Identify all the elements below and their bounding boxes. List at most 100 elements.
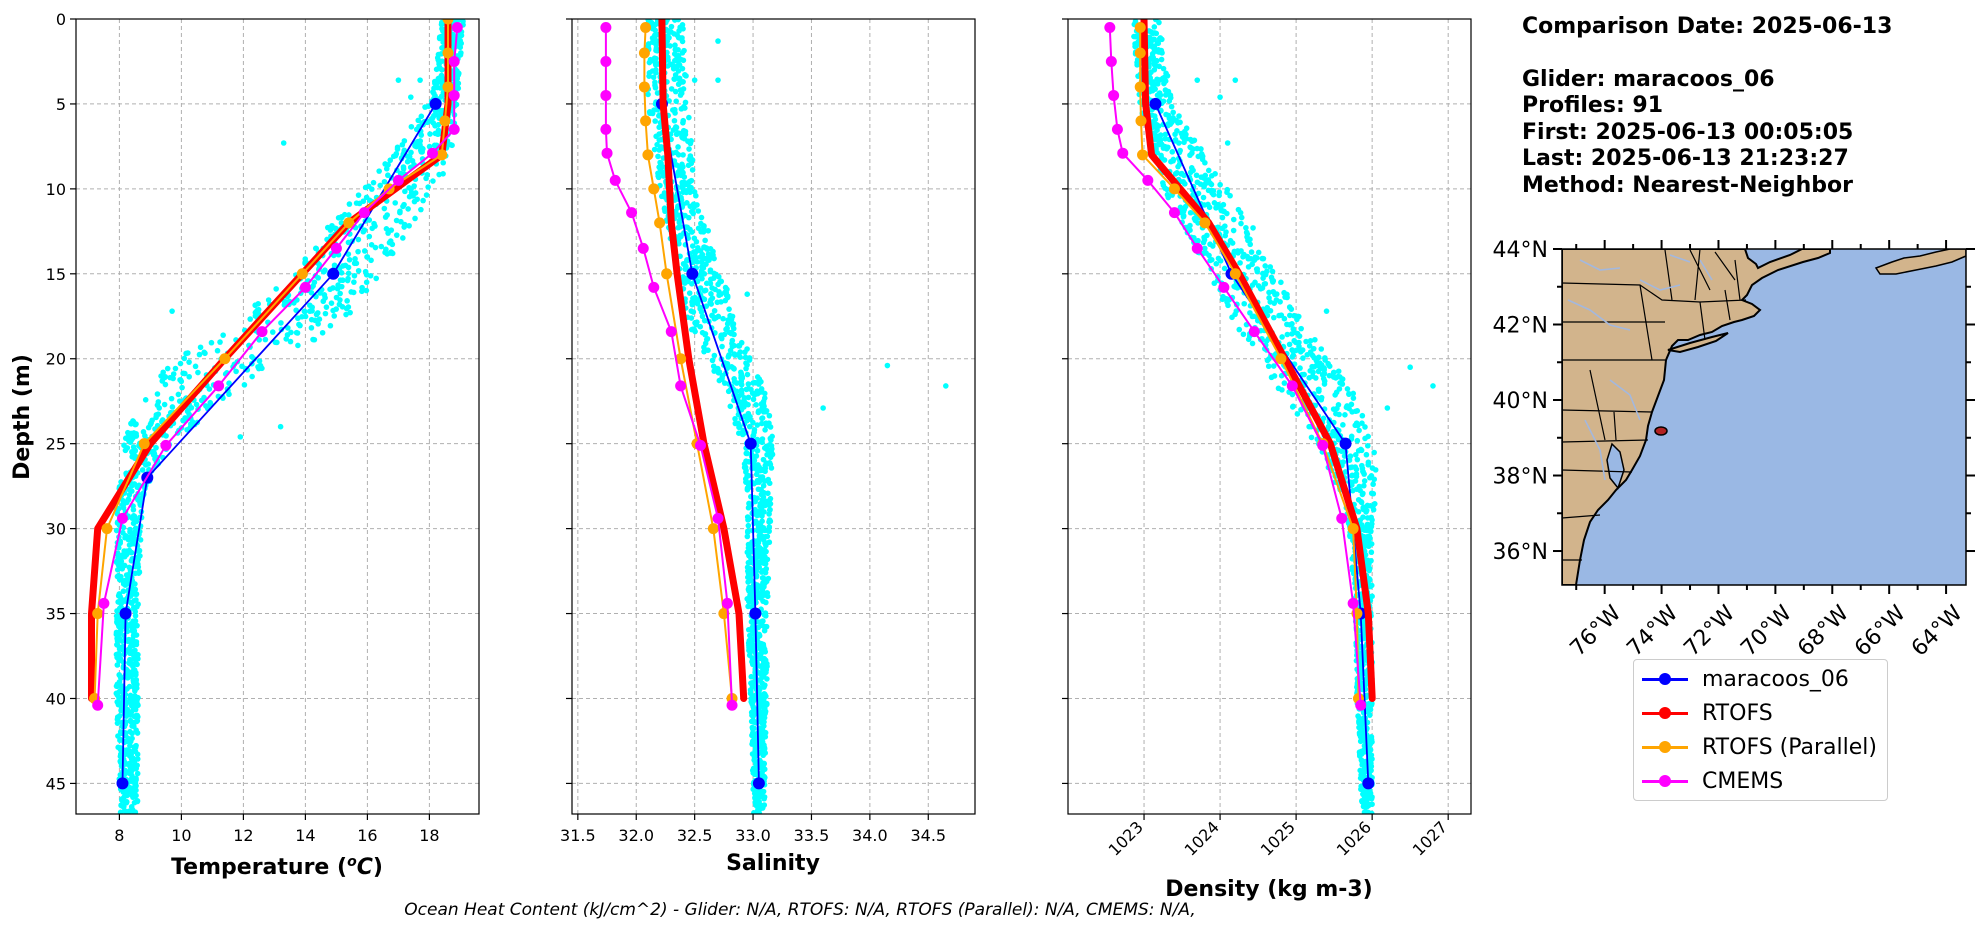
scatter-point: [456, 19, 462, 23]
comparison-date: Comparison Date: 2025-06-13: [1522, 14, 1893, 39]
scatter-point: [731, 366, 737, 372]
scatter-point: [752, 738, 758, 745]
scatter-point: [130, 507, 137, 513]
scatter-point: [114, 690, 121, 696]
scatter-point: [383, 165, 390, 172]
density-grid: [1068, 19, 1471, 814]
scatter-point: [457, 52, 464, 58]
scatter-point: [1165, 120, 1172, 127]
scatter-point: [1290, 352, 1297, 359]
scatter-point: [766, 441, 773, 448]
scatter-point: [1332, 392, 1338, 398]
scatter-point: [1154, 92, 1161, 98]
scatter-point: [732, 415, 738, 422]
scatter-point: [361, 248, 368, 254]
scatter-point: [709, 357, 716, 364]
y-tick-label: 10: [46, 180, 66, 199]
series-marker: [1229, 268, 1241, 280]
scatter-point: [671, 31, 678, 37]
scatter-point: [1233, 308, 1240, 314]
scatter-point: [731, 331, 737, 338]
scatter-point: [745, 528, 751, 534]
scatter-point: [1356, 730, 1363, 736]
scatter-point: [1359, 420, 1365, 426]
scatter-point: [1336, 386, 1343, 392]
scatter-point: [168, 395, 175, 402]
scatter-point: [744, 291, 751, 297]
scatter-point: [1224, 140, 1231, 146]
x-tick-label: 1027: [1409, 817, 1451, 859]
scatter-point: [743, 386, 750, 393]
scatter-point: [1294, 411, 1301, 417]
scatter-point: [761, 611, 768, 618]
scatter-point: [352, 256, 358, 262]
scatter-point: [758, 401, 765, 407]
series-marker: [648, 281, 660, 293]
scatter-point: [762, 427, 768, 433]
scatter-point: [1279, 334, 1285, 340]
long-island: [1667, 332, 1729, 354]
scatter-point: [125, 575, 132, 581]
scatter-point: [1366, 565, 1373, 572]
scatter-point: [702, 237, 708, 244]
scatter-point: [311, 279, 318, 286]
scatter-point: [1284, 331, 1291, 338]
scatter-point: [1312, 336, 1318, 343]
scatter-point: [1154, 76, 1160, 83]
scatter-point: [753, 547, 759, 554]
last-time: Last: 2025-06-13 21:23:27: [1522, 146, 1849, 171]
scatter-point: [750, 733, 757, 740]
scatter-point: [676, 219, 683, 226]
series-marker: [392, 174, 404, 186]
series-marker: [1108, 89, 1120, 101]
series-marker: [1347, 597, 1359, 609]
scatter-point: [1363, 509, 1369, 515]
scatter-point: [1191, 215, 1198, 222]
scatter-point: [743, 469, 749, 475]
scatter-point: [677, 224, 684, 230]
scatter-point: [115, 650, 122, 657]
x-tick-label: 1025: [1257, 817, 1299, 859]
scatter-point: [702, 340, 709, 347]
scatter-point: [308, 289, 315, 296]
scatter-point: [766, 528, 772, 535]
series-marker: [1135, 115, 1147, 127]
scatter-point: [117, 772, 124, 778]
scatter-point: [351, 279, 357, 285]
scatter-point: [362, 184, 369, 191]
series-marker: [752, 777, 765, 790]
scatter-point: [761, 672, 767, 678]
scatter-point: [1362, 435, 1368, 442]
scatter-point: [114, 641, 120, 648]
scatter-point: [345, 270, 352, 277]
density-scatter: [1131, 19, 1436, 814]
scatter-point: [692, 320, 698, 326]
salinity-panel: 31.5 32.0 32.5 33.0 33.5 34.0 34.5 Salinity: [560, 18, 976, 876]
scatter-point: [1182, 203, 1189, 210]
scatter-point: [1307, 338, 1314, 344]
series-marker: [749, 607, 762, 620]
scatter-point: [317, 290, 323, 296]
series-marker: [661, 268, 673, 280]
series-marker: [330, 242, 342, 254]
scatter-point: [1363, 809, 1370, 814]
scatter-point: [752, 753, 758, 759]
scatter-point: [645, 91, 651, 98]
scatter-point: [116, 646, 123, 652]
scatter-point: [672, 88, 679, 95]
scatter-point: [115, 592, 122, 599]
scatter-point: [660, 173, 667, 179]
scatter-point: [179, 384, 185, 391]
scatter-point: [1259, 285, 1266, 291]
scatter-point: [673, 124, 680, 131]
scatter-point: [366, 197, 373, 204]
scatter-point: [1355, 496, 1362, 503]
scatter-point: [697, 304, 704, 311]
scatter-point: [1364, 442, 1371, 449]
y-tick-label: 25: [46, 435, 66, 454]
scatter-point: [1200, 194, 1207, 201]
scatter-point: [651, 35, 658, 42]
scatter-point: [746, 500, 752, 507]
scatter-point: [1349, 472, 1355, 479]
scatter-point: [1211, 199, 1218, 206]
